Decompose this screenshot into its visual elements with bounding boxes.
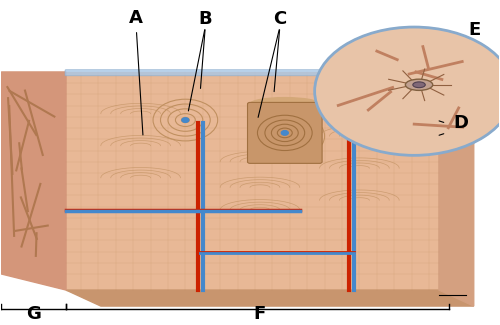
Text: D: D bbox=[454, 114, 469, 132]
Circle shape bbox=[314, 27, 500, 155]
Polygon shape bbox=[2, 72, 66, 290]
Polygon shape bbox=[66, 290, 474, 306]
FancyBboxPatch shape bbox=[65, 70, 440, 76]
FancyBboxPatch shape bbox=[248, 102, 322, 163]
Ellipse shape bbox=[406, 79, 432, 90]
Circle shape bbox=[282, 131, 288, 135]
Circle shape bbox=[182, 118, 189, 122]
Text: G: G bbox=[26, 305, 41, 323]
Polygon shape bbox=[66, 72, 439, 290]
Polygon shape bbox=[439, 72, 474, 306]
Ellipse shape bbox=[413, 82, 426, 88]
Text: C: C bbox=[273, 10, 286, 28]
Text: A: A bbox=[128, 9, 143, 135]
Text: B: B bbox=[198, 10, 212, 28]
Ellipse shape bbox=[250, 98, 320, 111]
Text: E: E bbox=[469, 21, 481, 39]
Text: F: F bbox=[254, 305, 266, 323]
